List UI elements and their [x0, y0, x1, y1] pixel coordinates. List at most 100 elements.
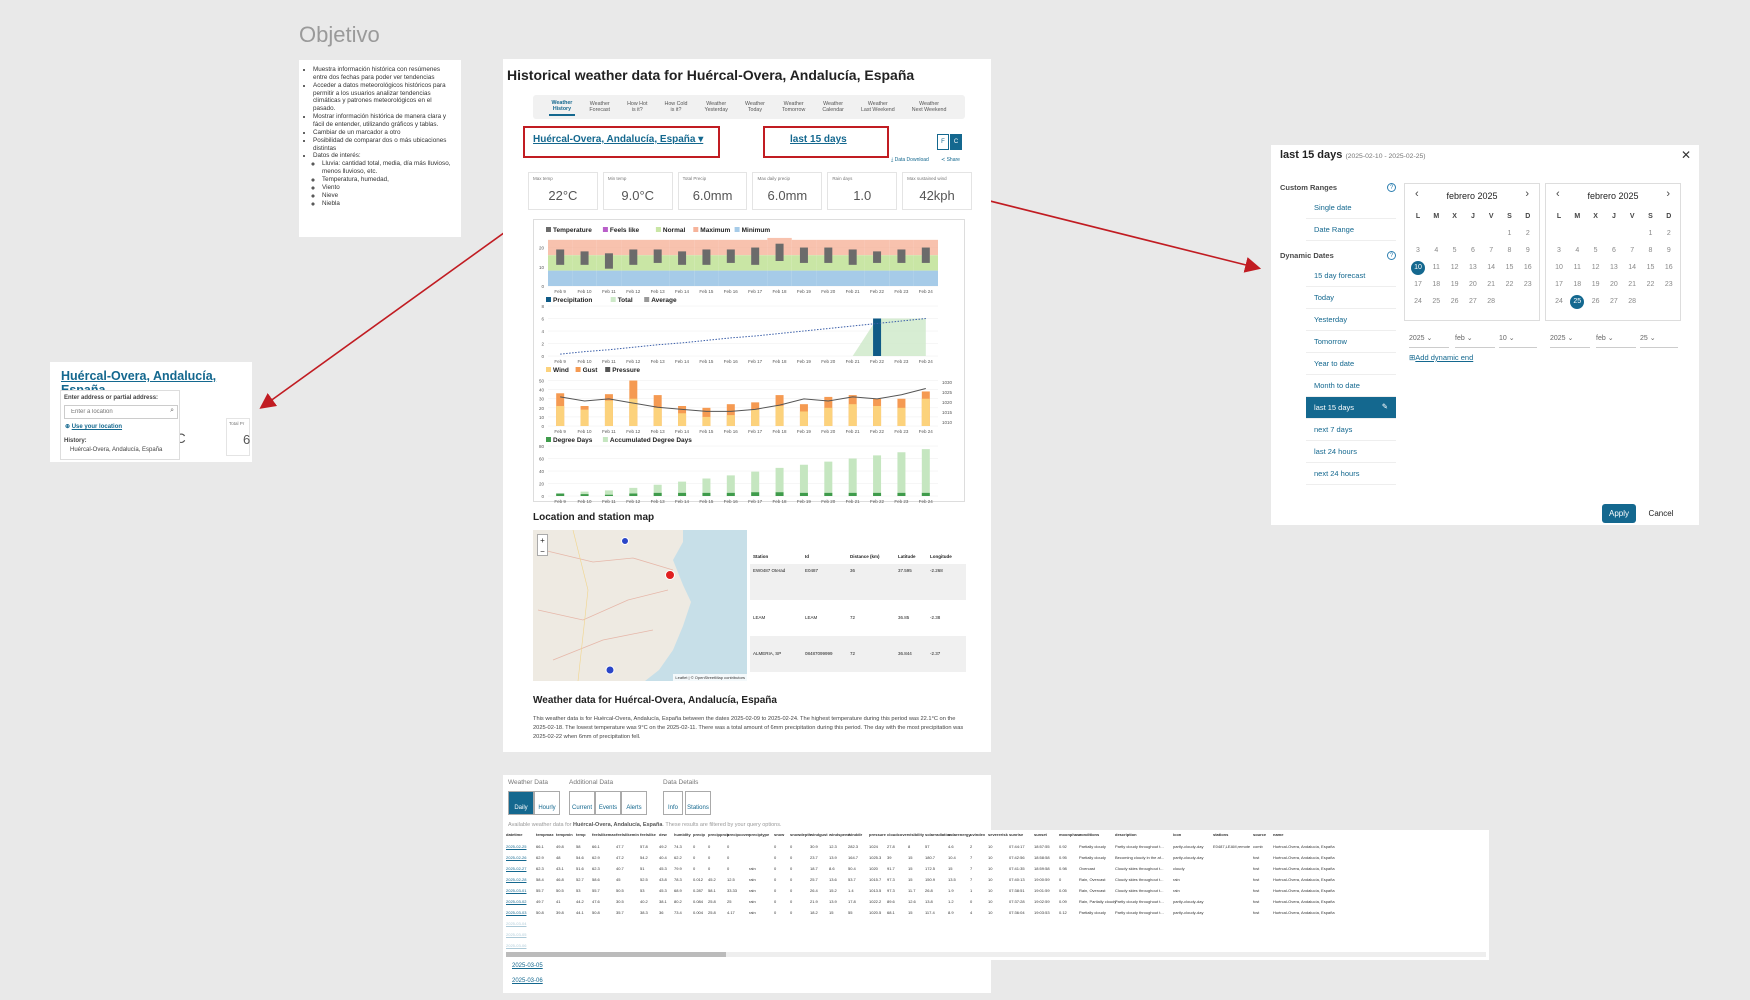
stations-button[interactable]: Stations: [685, 791, 711, 815]
scroll-thumb[interactable]: [506, 952, 726, 957]
calendar-day[interactable]: 9: [1666, 247, 1671, 254]
station-marker[interactable]: [621, 537, 629, 545]
calendar-day[interactable]: 20: [1468, 281, 1477, 288]
date-link[interactable]: 2025-03-05: [506, 932, 527, 937]
calendar-day[interactable]: 1: [1507, 230, 1512, 237]
option-tomorrow[interactable]: Tomorrow: [1306, 331, 1396, 353]
calendar-day[interactable]: 21: [1487, 281, 1496, 288]
unit-f-button[interactable]: F: [937, 134, 949, 150]
cancel-button[interactable]: Cancel: [1648, 509, 1674, 518]
station-row[interactable]: ALMERIA, SP 08487099999 72 36.844 -2.37: [750, 636, 966, 672]
help-icon[interactable]: ?: [1387, 251, 1396, 260]
year-select[interactable]: 2025 ⌄: [1550, 334, 1590, 348]
tab-weather-yesterday[interactable]: Weather Yesterday: [702, 99, 731, 116]
extra-date-link[interactable]: 2025-03-06: [512, 978, 543, 984]
station-marker[interactable]: [605, 665, 615, 675]
chevron-left-icon[interactable]: ‹: [1415, 188, 1419, 200]
station-map[interactable]: + − Leaflet | © OpenStreetMap contributo…: [533, 530, 747, 681]
calendar-day[interactable]: 4: [1434, 247, 1439, 254]
option-today[interactable]: Today: [1306, 287, 1396, 309]
station-row[interactable]: EW0487 Oterad E0487 36 37.595 -2.268: [750, 564, 966, 600]
option-date-range[interactable]: Date Range: [1306, 219, 1396, 241]
calendar-day[interactable]: 18: [1573, 281, 1582, 288]
current-button[interactable]: Current: [569, 791, 595, 815]
tab-how-hot[interactable]: How Hot is it?: [624, 99, 650, 116]
calendar-day[interactable]: 3: [1416, 247, 1420, 254]
help-icon[interactable]: ?: [1387, 183, 1396, 192]
apply-button[interactable]: Apply: [1602, 504, 1636, 523]
date-link[interactable]: 2025-02-26: [506, 855, 527, 860]
unit-c-button[interactable]: C: [950, 134, 962, 150]
month-select[interactable]: feb ⌄: [1596, 334, 1636, 348]
calendar-day[interactable]: 27: [1609, 298, 1618, 305]
calendar-day[interactable]: 17: [1555, 281, 1563, 288]
calendar-day[interactable]: 7: [1489, 247, 1494, 254]
calendar-day[interactable]: 1: [1648, 230, 1653, 237]
option-next-24-hours[interactable]: next 24 hours: [1306, 463, 1396, 485]
history-item[interactable]: Huércal-Overa, Andalucía, España: [70, 447, 163, 453]
tab-next-weekend[interactable]: Weather Next Weekend: [909, 99, 950, 116]
chevron-right-icon[interactable]: ›: [1666, 188, 1670, 200]
calendar-day[interactable]: 21: [1628, 281, 1637, 288]
calendar-day[interactable]: 12: [1591, 264, 1600, 271]
option-last-15-days[interactable]: last 15 days ✎: [1306, 397, 1396, 419]
calendar-day[interactable]: 22: [1505, 281, 1514, 288]
tab-last-weekend[interactable]: Weather Last Weekend: [858, 99, 898, 116]
calendar-day[interactable]: 13: [1468, 264, 1477, 271]
tab-weather-history[interactable]: Weather History: [548, 98, 576, 117]
month-select[interactable]: feb ⌄: [1455, 334, 1495, 348]
calendar-day[interactable]: 4: [1575, 247, 1580, 254]
calendar-day[interactable]: 20: [1609, 281, 1618, 288]
option-year-to-date[interactable]: Year to date: [1306, 353, 1396, 375]
day-select[interactable]: 25 ⌄: [1640, 334, 1678, 348]
calendar-day[interactable]: 15: [1505, 264, 1514, 271]
calendar-day[interactable]: 14: [1628, 264, 1637, 271]
calendar-day[interactable]: 24: [1555, 298, 1563, 305]
chevron-right-icon[interactable]: ›: [1525, 188, 1529, 200]
calendar-day[interactable]: 18: [1432, 281, 1441, 288]
calendar-day[interactable]: 6: [1470, 247, 1475, 254]
date-link[interactable]: 2025-03-02: [506, 899, 527, 904]
tab-weather-today[interactable]: Weather Today: [742, 99, 768, 116]
calendar-day[interactable]: 14: [1487, 264, 1496, 271]
calendar-day[interactable]: 6: [1611, 247, 1616, 254]
date-link[interactable]: 2025-02-25: [506, 844, 527, 849]
option-15-day-forecast[interactable]: 15 day forecast: [1306, 265, 1396, 287]
tab-weather-forecast[interactable]: Weather Forecast: [586, 99, 613, 116]
option-yesterday[interactable]: Yesterday: [1306, 309, 1396, 331]
calendar-day[interactable]: 12: [1450, 264, 1459, 271]
location-search-input[interactable]: [65, 406, 165, 418]
search-icon[interactable]: ⌕: [170, 407, 174, 414]
date-link[interactable]: 2025-03-03: [506, 910, 527, 915]
calendar-day[interactable]: 15: [1646, 264, 1655, 271]
calendar-day[interactable]: 13: [1609, 264, 1618, 271]
horizontal-scrollbar[interactable]: [506, 952, 1486, 957]
calendar-day[interactable]: 16: [1523, 264, 1532, 271]
option-single-date[interactable]: Single date: [1306, 197, 1396, 219]
extra-date-link[interactable]: 2025-03-05: [512, 963, 543, 969]
data-download-link[interactable]: ⤓ Data Download: [891, 157, 929, 163]
chevron-left-icon[interactable]: ‹: [1556, 188, 1560, 200]
tab-weather-calendar[interactable]: Weather Calendar: [819, 99, 847, 116]
zoom-in-button[interactable]: +: [540, 536, 545, 545]
date-link[interactable]: 2025-03-01: [506, 888, 527, 893]
option-month-to-date[interactable]: Month to date: [1306, 375, 1396, 397]
calendar-day[interactable]: 8: [1648, 247, 1653, 254]
calendar-day[interactable]: 16: [1664, 264, 1673, 271]
calendar-day[interactable]: 22: [1646, 281, 1655, 288]
calendar-day[interactable]: 23: [1664, 281, 1673, 288]
date-link[interactable]: 2025-02-27: [506, 866, 527, 871]
calendar-day[interactable]: 2: [1525, 230, 1530, 237]
station-row[interactable]: LEAM LEAM 72 36.85 -2.38: [750, 600, 966, 636]
year-select[interactable]: 2025 ⌄: [1409, 334, 1449, 348]
calendar-day[interactable]: 17: [1414, 281, 1422, 288]
calendar-day[interactable]: 26: [1450, 298, 1459, 305]
share-link[interactable]: ≺ Share: [941, 157, 960, 163]
calendar-day[interactable]: 25: [1570, 294, 1585, 309]
add-dynamic-end-link[interactable]: ⊞Add dynamic end: [1409, 353, 1473, 362]
calendar-day[interactable]: 10: [1555, 264, 1563, 271]
calendar-day[interactable]: 7: [1630, 247, 1635, 254]
calendar-day[interactable]: 24: [1414, 298, 1422, 305]
calendar-day[interactable]: 5: [1593, 247, 1598, 254]
calendar-day[interactable]: 3: [1557, 247, 1561, 254]
